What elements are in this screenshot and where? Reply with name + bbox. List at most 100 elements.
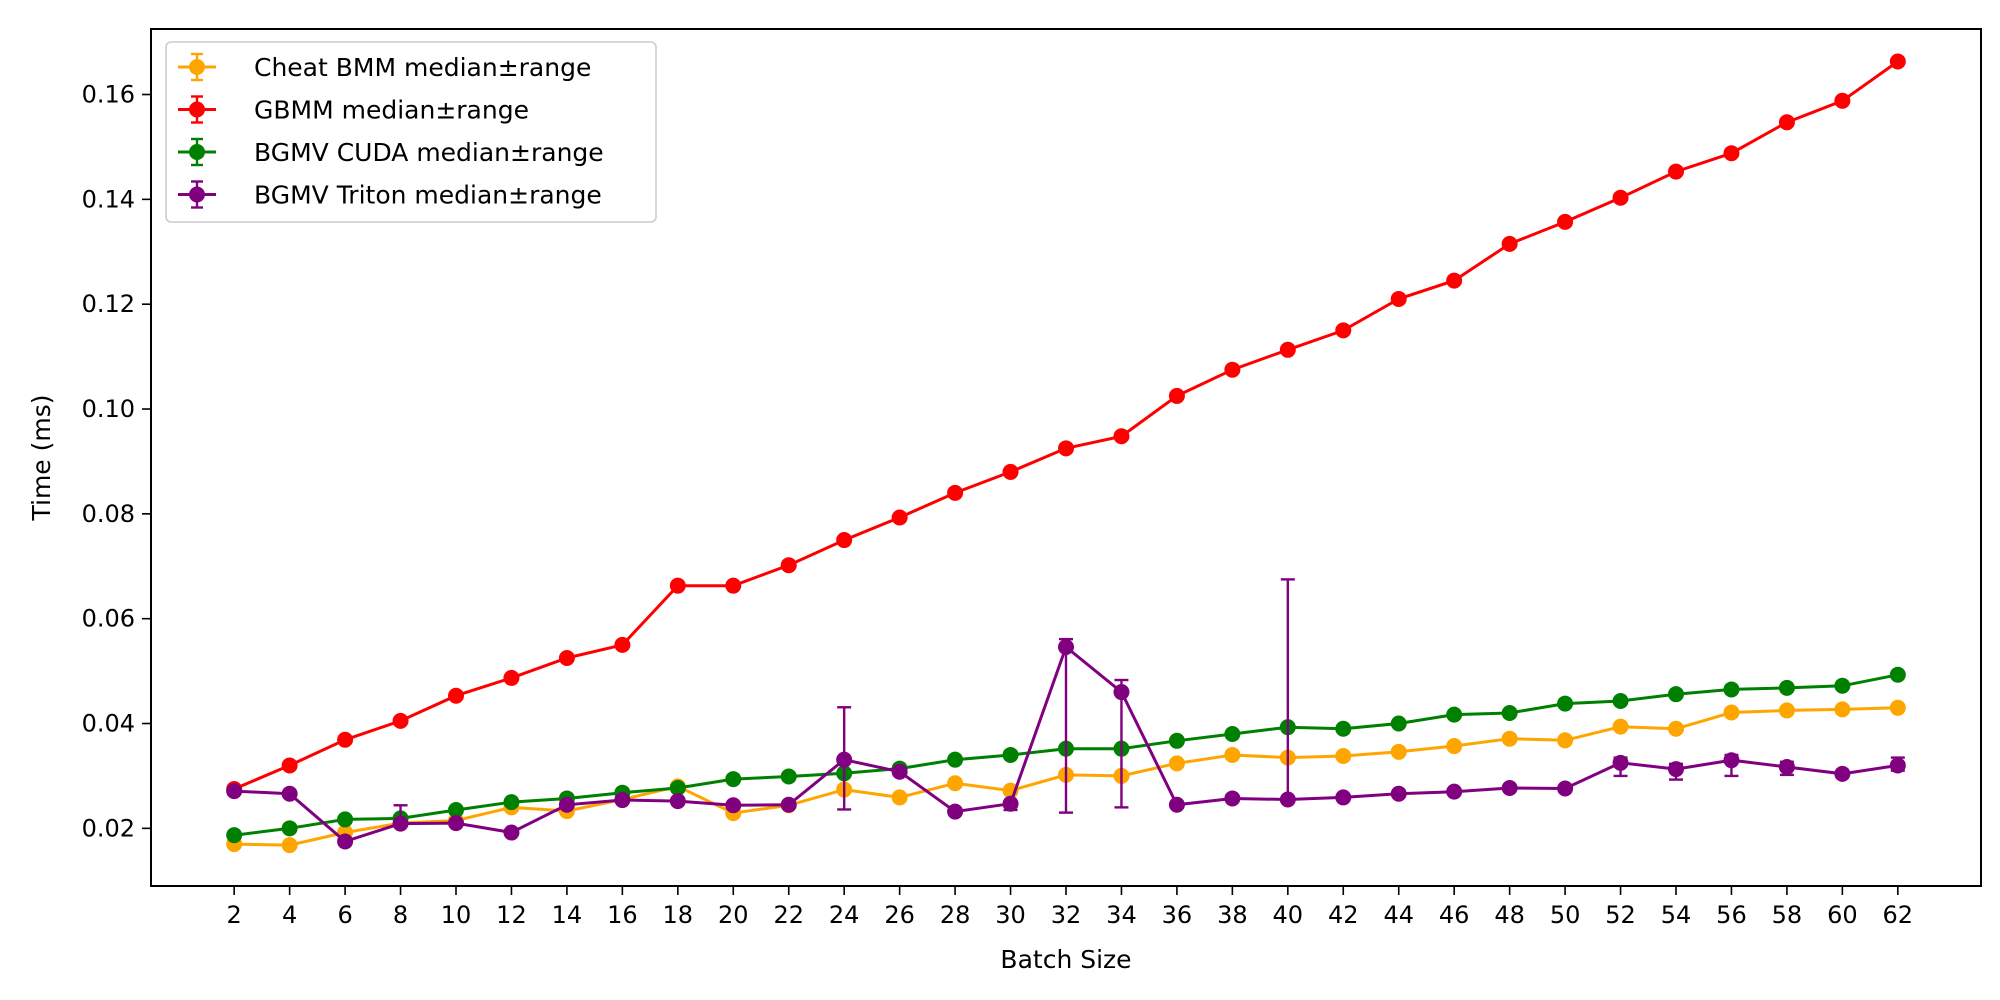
x-tick-label: 2 [227,901,242,929]
data-point [503,794,519,810]
data-point [1890,757,1906,773]
data-point [670,793,686,809]
data-point [1890,700,1906,716]
data-point [892,789,908,805]
data-point [1335,789,1351,805]
x-tick-label: 60 [1827,901,1858,929]
data-point [1391,291,1407,307]
data-point [1557,732,1573,748]
data-point [1834,93,1850,109]
y-tick-label: 0.10 [82,395,135,423]
data-point [282,757,298,773]
data-point [1003,796,1019,812]
x-tick-label: 14 [552,901,583,929]
data-point [614,637,630,653]
x-tick-label: 20 [718,901,749,929]
x-tick-label: 6 [337,901,352,929]
data-point [1446,273,1462,289]
data-point [393,713,409,729]
data-point [1668,721,1684,737]
data-point [1890,53,1906,69]
data-point [1723,681,1739,697]
x-tick-label: 22 [773,901,804,929]
data-point [1613,755,1629,771]
x-tick-label: 50 [1550,901,1581,929]
data-point [1834,701,1850,717]
data-point [1723,145,1739,161]
data-point [1280,342,1296,358]
x-tick-label: 36 [1162,901,1193,929]
x-tick-label: 4 [282,901,297,929]
x-tick-label: 10 [441,901,472,929]
legend-swatch-marker [189,59,205,75]
data-point [1502,236,1518,252]
data-point [781,797,797,813]
data-point [1723,705,1739,721]
x-tick-label: 56 [1716,901,1747,929]
data-point [1224,747,1240,763]
x-tick-label: 54 [1661,901,1692,929]
data-point [1502,731,1518,747]
legend-label: BGMV CUDA median±range [254,138,604,167]
data-point [337,732,353,748]
data-point [1557,214,1573,230]
x-axis: 2 4 6 8 10 12 14 16 18 20 22 24 26 28 30 32 34 36 38 40 42 44… [227,886,1914,929]
data-point [282,786,298,802]
y-axis-label: Time (ms) [27,394,56,521]
data-point [1335,721,1351,737]
data-point [781,557,797,573]
data-point [1890,667,1906,683]
data-point [1668,164,1684,180]
x-tick-label: 30 [995,901,1026,929]
data-point [1224,726,1240,742]
x-tick-label: 32 [1051,901,1082,929]
x-tick-label: 34 [1106,901,1137,929]
data-point [448,815,464,831]
x-tick-label: 46 [1439,901,1470,929]
data-point [1391,744,1407,760]
data-point [614,792,630,808]
legend-label: Cheat BMM median±range [254,53,591,82]
data-point [947,775,963,791]
data-point [1391,786,1407,802]
x-tick-label: 16 [607,901,638,929]
y-tick-label: 0.06 [82,605,135,633]
y-tick-label: 0.14 [82,185,135,213]
data-point [1613,719,1629,735]
data-point [337,811,353,827]
data-point [1169,755,1185,771]
data-point [1058,639,1074,655]
x-tick-label: 48 [1494,901,1525,929]
data-point [1613,190,1629,206]
x-tick-label: 24 [829,901,860,929]
data-point [337,833,353,849]
data-point [1003,747,1019,763]
data-point [1113,684,1129,700]
data-point [1502,780,1518,796]
y-tick-label: 0.12 [82,290,135,318]
data-point [725,578,741,594]
data-point [725,771,741,787]
data-point [1723,752,1739,768]
data-point [503,670,519,686]
data-point [670,578,686,594]
data-point [226,827,242,843]
y-tick-label: 0.16 [82,81,135,109]
data-point [781,768,797,784]
data-point [1557,696,1573,712]
legend-label: GBMM median±range [254,96,529,125]
y-tick-label: 0.08 [82,500,135,528]
data-point [947,485,963,501]
data-point [503,825,519,841]
legend: Cheat BMM median±range GBMM median±range B… [166,42,656,222]
data-point [1169,388,1185,404]
data-point [1779,702,1795,718]
data-point [1446,784,1462,800]
legend-swatch-marker [189,102,205,118]
series-4 [226,579,1906,849]
data-point [1446,738,1462,754]
data-point [1613,693,1629,709]
data-point [1003,464,1019,480]
data-point [1834,766,1850,782]
